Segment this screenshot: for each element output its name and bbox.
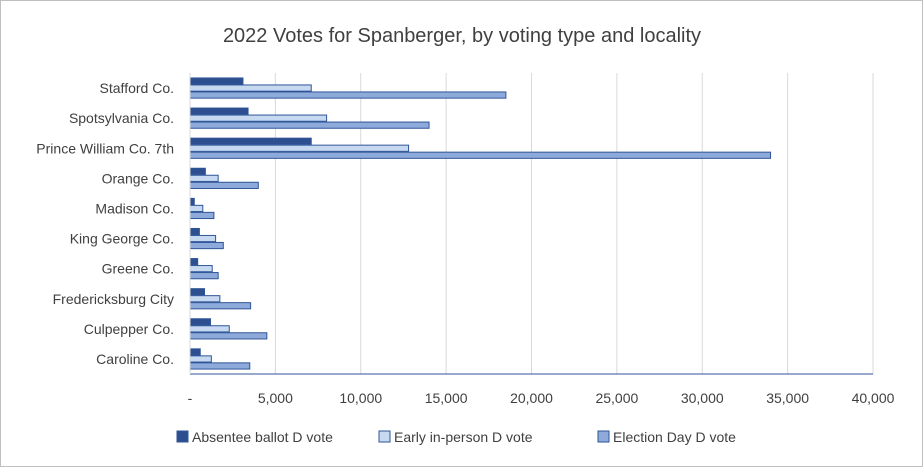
x-tick-label: 40,000 [852, 390, 895, 406]
bar [189, 91, 507, 99]
category-label: Spotsylvania Co. [69, 110, 174, 126]
bar [189, 325, 230, 333]
bar [189, 121, 430, 129]
bar [189, 362, 251, 370]
bar [189, 197, 195, 206]
bar [189, 348, 201, 356]
bar [189, 211, 215, 220]
bar [189, 107, 249, 115]
category-label: Culpepper Co. [84, 321, 174, 337]
bar [189, 84, 312, 92]
bar [189, 265, 213, 273]
legend-label: Absentee ballot D vote [192, 429, 333, 445]
bar [189, 272, 219, 280]
bar [189, 302, 252, 310]
bar [189, 234, 217, 243]
axes: Stafford Co. Spotsylvania Co. Prince Willi… [36, 73, 895, 406]
category-label: Stafford Co. [100, 80, 174, 96]
gridlines [274, 73, 874, 374]
x-tick-label: 35,000 [766, 390, 809, 406]
bar [189, 167, 206, 175]
x-tick-label: 10,000 [339, 390, 382, 406]
legend-swatch [378, 430, 391, 443]
x-tick-label: - [188, 390, 193, 406]
category-label: King George Co. [70, 231, 174, 247]
bar [189, 288, 206, 296]
bar [189, 181, 259, 189]
bar [189, 318, 211, 326]
bar [189, 355, 212, 363]
bar [189, 114, 328, 122]
chart-title: 2022 Votes for Spanberger, by voting typ… [223, 25, 701, 47]
legend: Absentee ballot D vote Early in-person D … [176, 429, 736, 445]
bar [189, 137, 312, 145]
x-tick-label: 30,000 [681, 390, 724, 406]
legend-swatch [597, 430, 610, 443]
x-tick-label: 20,000 [510, 390, 553, 406]
bar [189, 144, 410, 152]
bar [189, 258, 199, 266]
bar [189, 77, 244, 85]
bar [189, 174, 219, 182]
legend-swatch [176, 430, 189, 443]
category-label: Orange Co. [102, 170, 174, 186]
bars [189, 77, 772, 370]
category-label: Caroline Co. [96, 351, 174, 367]
legend-label: Election Day D vote [613, 429, 736, 445]
bar [189, 332, 268, 340]
bar [189, 204, 204, 213]
category-label: Prince William Co. 7th [36, 140, 174, 156]
category-label: Fredericksburg City [53, 291, 174, 307]
bar [189, 295, 221, 303]
bar [189, 227, 200, 236]
legend-label: Early in-person D vote [394, 429, 533, 445]
category-label: Greene Co. [102, 261, 174, 277]
bar [189, 151, 772, 159]
x-tick-label: 5,000 [258, 390, 293, 406]
x-tick-label: 25,000 [595, 390, 638, 406]
category-label: Madison Co. [95, 200, 174, 216]
bar [189, 241, 224, 250]
x-tick-label: 15,000 [425, 390, 468, 406]
